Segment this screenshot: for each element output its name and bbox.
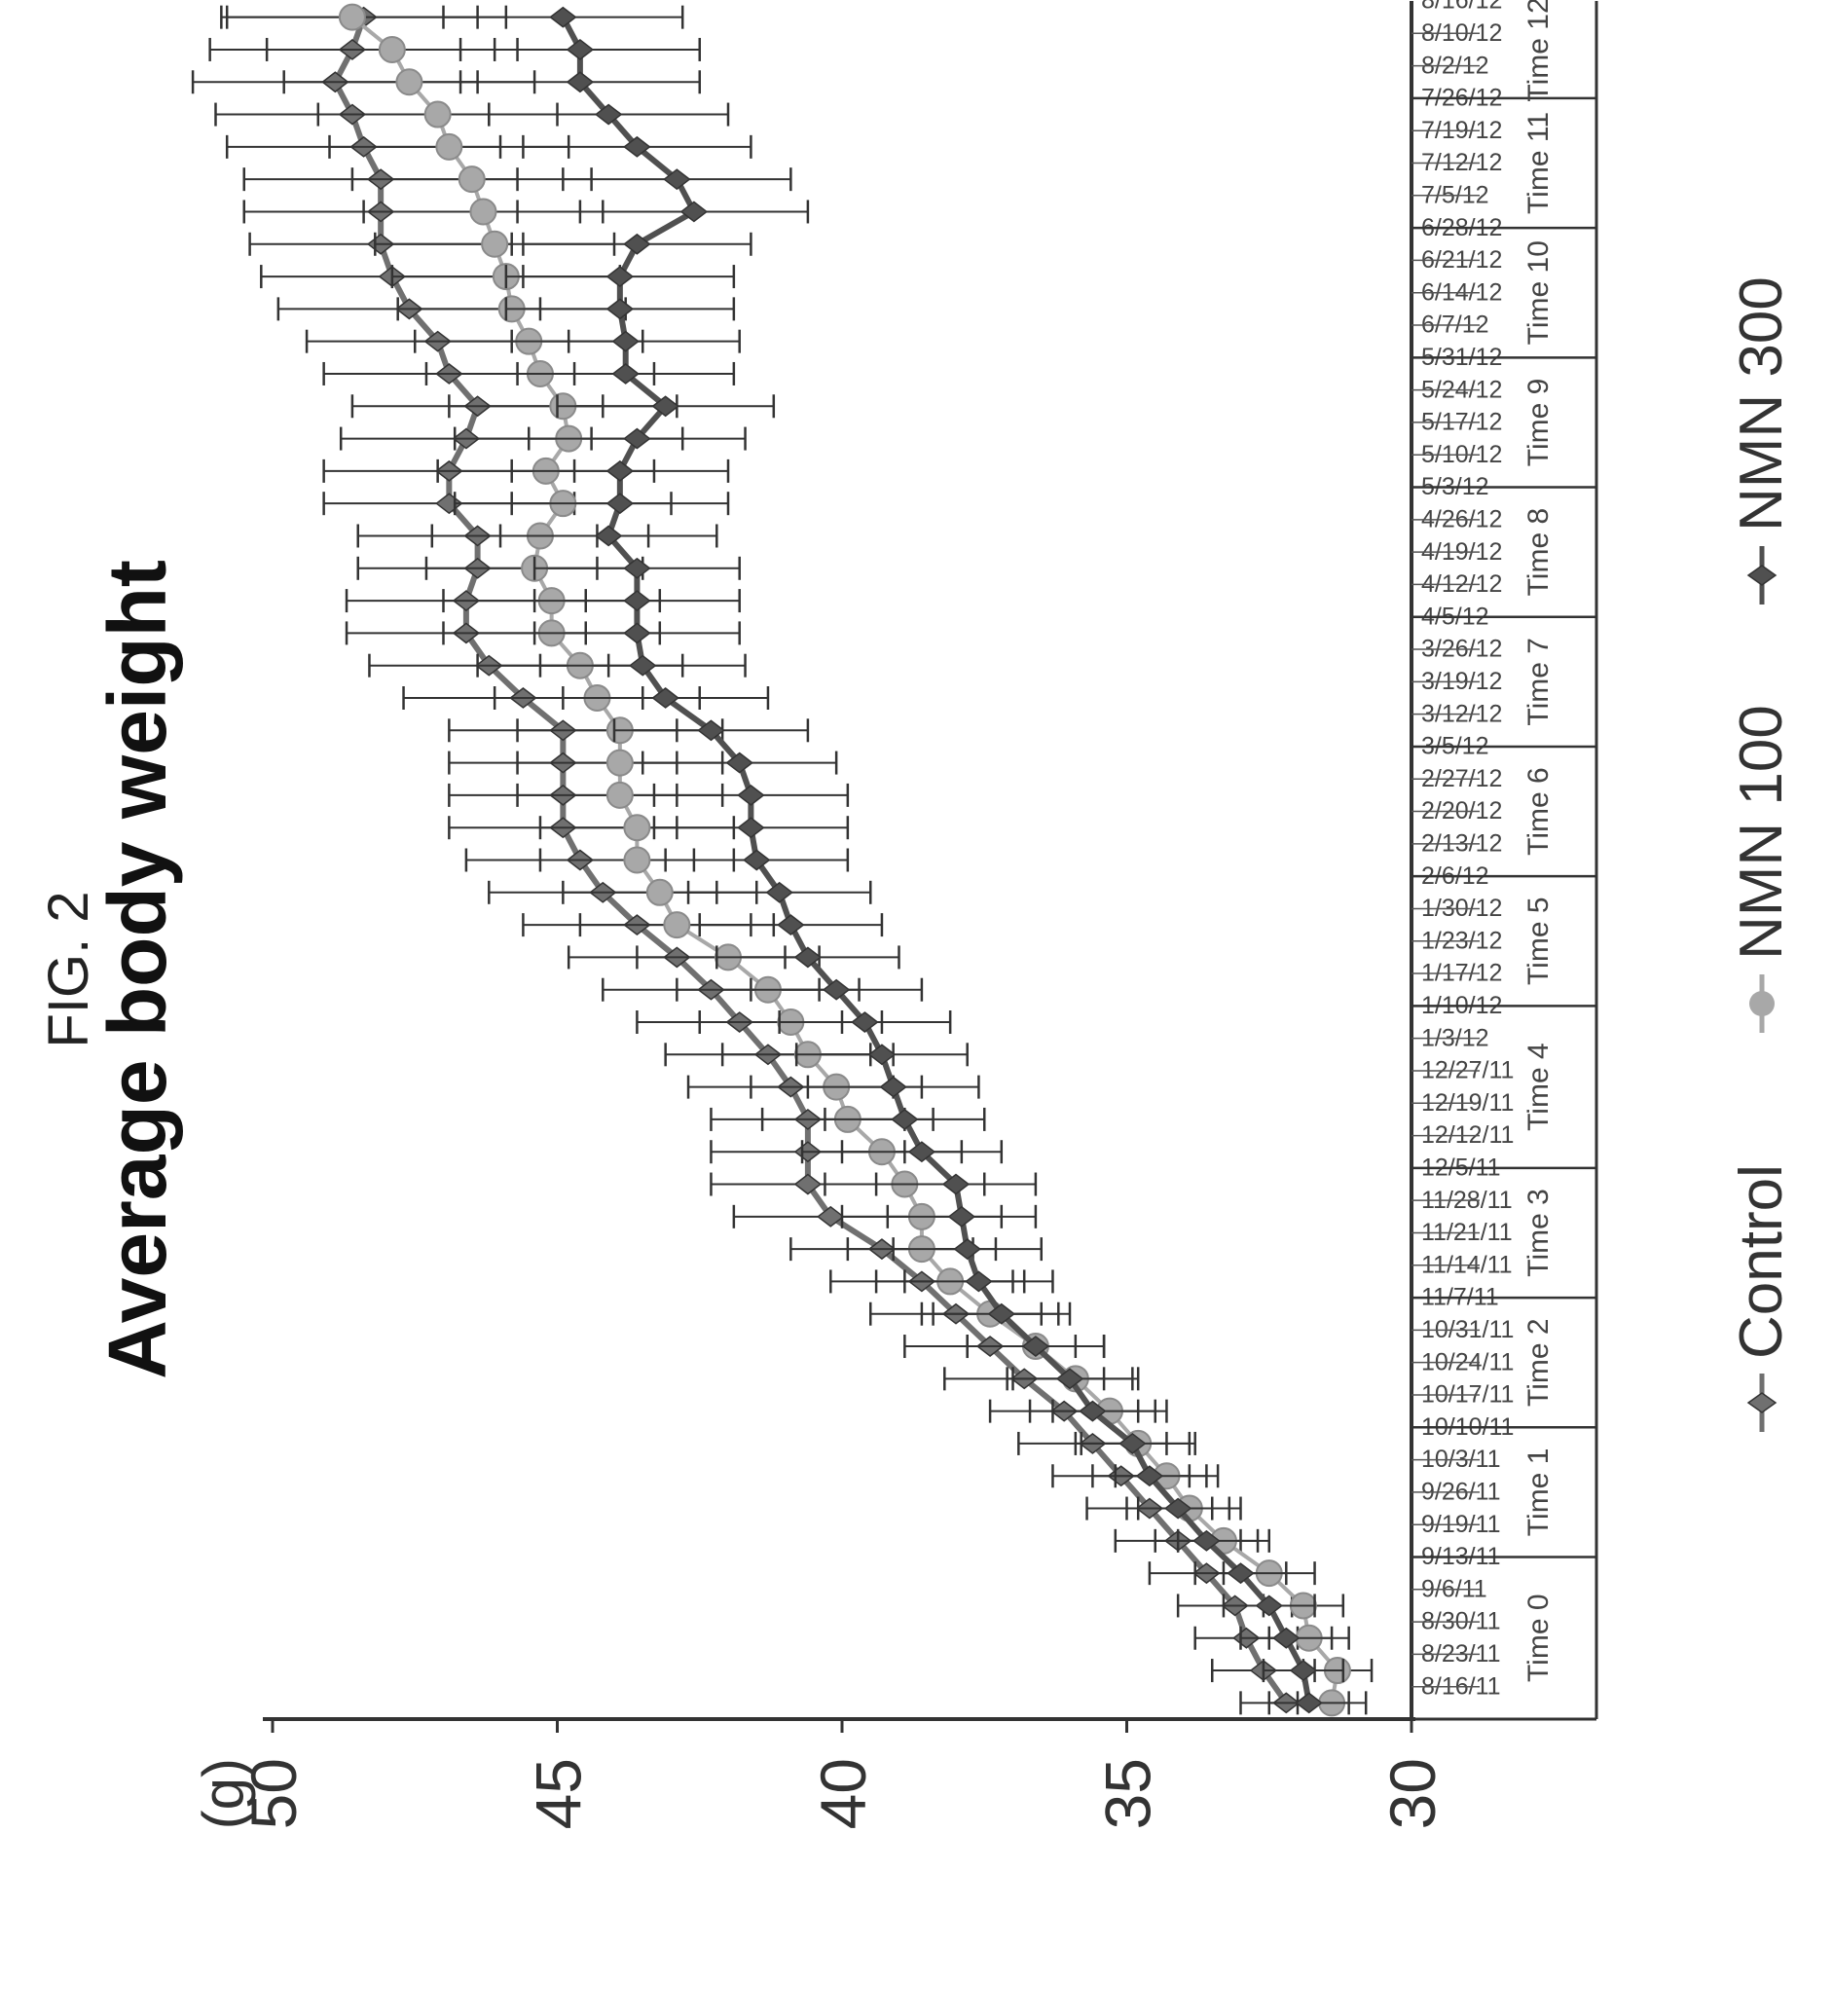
data-point <box>605 266 635 288</box>
data-point <box>1135 1465 1164 1487</box>
data-point <box>1255 1594 1283 1617</box>
data-point <box>549 6 577 28</box>
time-group-label: Time 10 <box>1522 240 1555 345</box>
data-point <box>623 622 651 644</box>
data-point <box>566 71 595 93</box>
legend-label: NMN 100 <box>1728 705 1795 960</box>
data-point <box>737 784 765 806</box>
time-group-label: Time 1 <box>1522 1448 1555 1537</box>
legend-swatch-marker <box>1746 1392 1778 1413</box>
y-tick-label: 50 <box>238 1758 310 1829</box>
data-point <box>941 1173 971 1195</box>
data-point <box>907 1141 936 1163</box>
data-point <box>395 68 423 96</box>
data-point <box>566 39 595 60</box>
time-group-label: Time 5 <box>1522 897 1555 985</box>
time-group-label: Time 2 <box>1522 1318 1555 1407</box>
data-point <box>987 1302 1016 1325</box>
chart-area: 3035404550(g)8/16/118/23/118/30/119/6/11… <box>191 0 1795 1829</box>
legend-label: Control <box>1728 1164 1795 1359</box>
data-point <box>1289 1660 1318 1681</box>
data-point <box>435 132 463 161</box>
data-point <box>679 201 709 223</box>
data-point <box>623 557 651 579</box>
data-point <box>423 100 452 128</box>
y-axis-label: (g) <box>191 1758 256 1829</box>
data-point <box>1192 1529 1221 1552</box>
data-point <box>458 165 486 194</box>
data-point <box>793 946 823 969</box>
data-point <box>743 849 771 871</box>
y-tick-label: 35 <box>1092 1758 1164 1829</box>
data-point <box>594 103 623 126</box>
time-group-label: Time 9 <box>1522 379 1555 467</box>
legend-swatch-marker <box>1746 565 1778 586</box>
data-point <box>623 233 651 255</box>
data-point <box>822 978 851 1001</box>
data-point <box>605 298 635 320</box>
data-point <box>725 751 753 774</box>
data-point <box>1079 1400 1107 1422</box>
y-tick-label: 45 <box>523 1758 595 1829</box>
data-point <box>1272 1627 1301 1649</box>
time-group-label: Time 11 <box>1522 112 1555 214</box>
y-tick-label: 30 <box>1376 1758 1448 1829</box>
data-point <box>947 1205 976 1228</box>
data-point <box>605 749 634 777</box>
data-point <box>663 168 691 191</box>
data-point <box>645 878 674 906</box>
data-point <box>1227 1562 1255 1585</box>
data-point <box>879 1076 907 1098</box>
data-point <box>623 814 651 842</box>
data-point <box>965 1270 993 1293</box>
data-point <box>623 135 651 158</box>
data-point <box>663 911 691 939</box>
data-point <box>1021 1336 1050 1357</box>
data-point <box>623 846 651 874</box>
data-point <box>611 330 640 352</box>
data-point <box>777 914 805 936</box>
chart-title: Average body weight <box>92 560 183 1379</box>
data-point <box>651 395 679 418</box>
data-point <box>737 817 765 839</box>
data-point <box>765 881 793 903</box>
time-group-label: Time 4 <box>1522 1043 1555 1131</box>
date-label: 8/16/12 <box>1421 0 1502 15</box>
data-point <box>605 493 635 515</box>
data-point <box>605 781 634 809</box>
figure-label: FIG. 2 <box>37 891 100 1047</box>
data-point <box>953 1238 981 1261</box>
data-point <box>623 590 651 612</box>
legend-label: NMN 300 <box>1728 276 1795 531</box>
time-group-label: Time 12 <box>1522 0 1555 102</box>
data-point <box>1055 1368 1084 1390</box>
data-point <box>793 1173 823 1195</box>
data-point <box>1295 1692 1323 1714</box>
data-point <box>891 1108 919 1130</box>
data-point <box>697 719 725 742</box>
data-point <box>867 1044 897 1066</box>
data-point <box>651 687 679 709</box>
time-group-label: Time 3 <box>1522 1189 1555 1277</box>
data-point <box>851 1011 879 1033</box>
data-point <box>611 363 640 385</box>
legend-swatch-marker <box>1749 991 1775 1016</box>
rotated-chart: 3035404550(g)8/16/118/23/118/30/119/6/11… <box>37 0 1795 1829</box>
time-group-label: Time 8 <box>1522 508 1555 597</box>
data-point <box>469 198 497 226</box>
data-point <box>378 35 406 63</box>
data-point <box>481 230 509 258</box>
data-point <box>1163 1497 1192 1520</box>
data-point <box>338 3 366 31</box>
data-point <box>623 427 651 450</box>
data-point <box>1118 1432 1147 1454</box>
data-point <box>594 525 623 547</box>
time-group-label: Time 0 <box>1522 1594 1555 1682</box>
data-point <box>629 654 657 677</box>
y-tick-label: 40 <box>807 1758 879 1829</box>
time-group-label: Time 6 <box>1522 767 1555 856</box>
data-point <box>605 459 635 482</box>
time-group-label: Time 7 <box>1522 638 1555 726</box>
